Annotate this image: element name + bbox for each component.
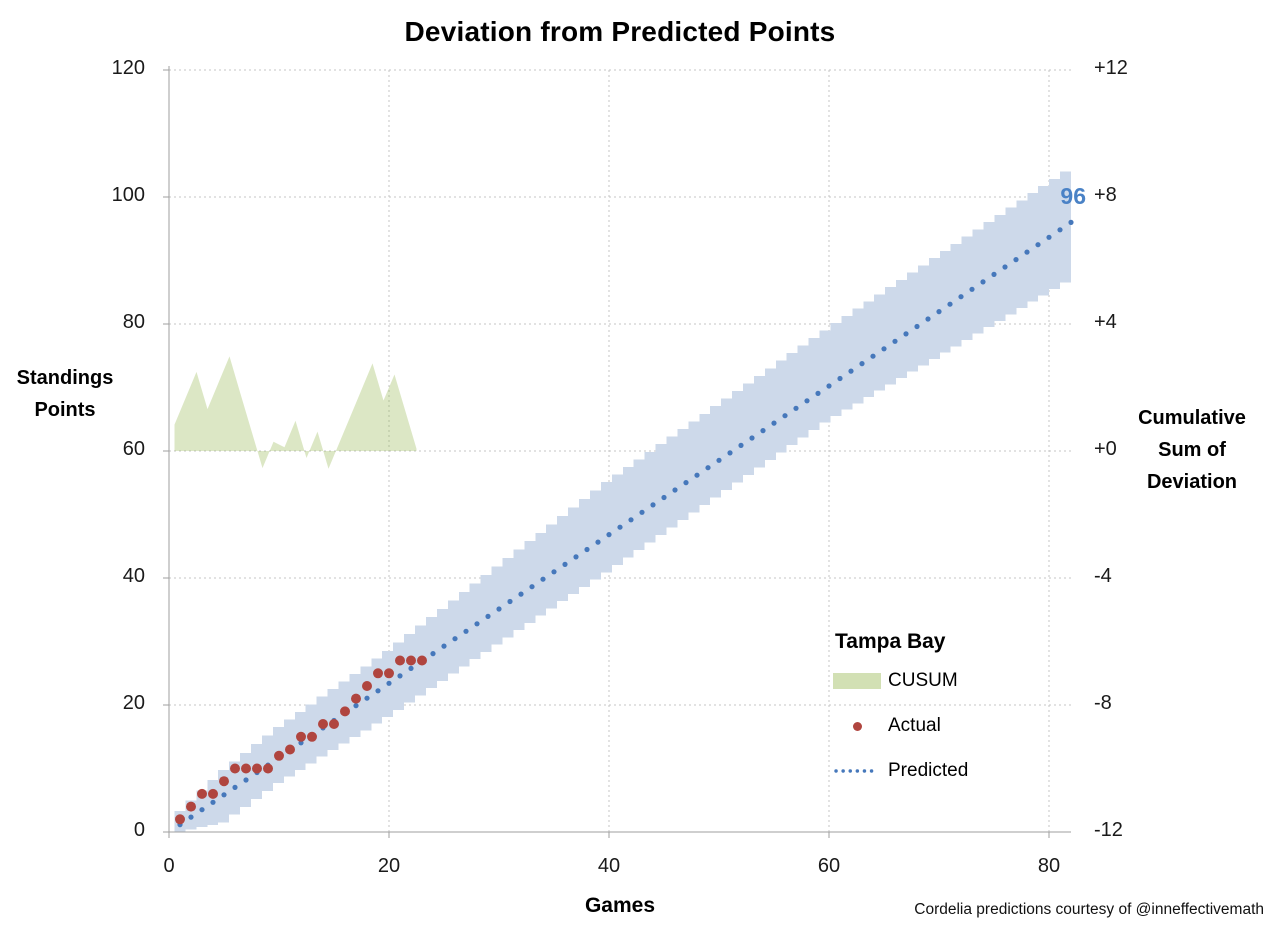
y-right-tick-label: -8 [1094, 692, 1112, 714]
chart-title: Deviation from Predicted Points [404, 16, 836, 47]
legend: Tampa Bay CUSUM Actual Predicted [833, 630, 1023, 805]
legend-label-predicted: Predicted [888, 760, 969, 781]
y-left-tick-label: 40 [122, 565, 145, 587]
y-left-tick-label: 60 [122, 438, 145, 460]
x-tick-label: 20 [377, 855, 401, 877]
footnote: Cordelia predictions courtesy of @inneff… [914, 901, 1264, 918]
y-left-tick-label: 0 [133, 819, 145, 841]
actual-marker-icon [852, 721, 862, 731]
legend-label-actual: Actual [888, 715, 941, 736]
actual-dot-swatch [833, 721, 881, 731]
y-right-tick-label: +0 [1094, 438, 1117, 460]
x-tick-label: 60 [817, 855, 841, 877]
y-left-tick-label: 20 [122, 692, 145, 714]
y-left-tick-label: 80 [122, 311, 145, 333]
x-tick-label: 0 [163, 855, 175, 877]
y-right-tick-label: +12 [1094, 57, 1128, 79]
legend-item-predicted: Predicted [833, 760, 1023, 782]
y-right-tick-label: +4 [1094, 311, 1117, 333]
y-right-tick-label: +8 [1094, 184, 1117, 206]
legend-item-cusum: CUSUM [833, 670, 1023, 692]
x-axis-title: Games [584, 894, 656, 917]
y-right-axis-title: Cumulative Sum of Deviation [1138, 407, 1246, 493]
x-tick-label: 80 [1037, 855, 1061, 877]
final-prediction-label: 96 [1060, 183, 1086, 209]
cusum-area-swatch [833, 673, 881, 689]
y-right-tick-label: -4 [1094, 565, 1112, 587]
legend-label-cusum: CUSUM [888, 670, 958, 691]
y-left-axis-title: Standings Points [16, 367, 114, 421]
y-left-tick-label: 100 [111, 184, 145, 206]
dotted-line-icon [834, 769, 880, 773]
predicted-line-swatch [833, 767, 881, 775]
x-tick-label: 40 [597, 855, 621, 877]
legend-item-actual: Actual [833, 715, 1023, 737]
y-right-tick-label: -12 [1094, 819, 1123, 841]
cusum-swatch-rect [833, 673, 881, 689]
legend-title: Tampa Bay [835, 630, 946, 653]
y-left-tick-label: 120 [111, 57, 145, 79]
